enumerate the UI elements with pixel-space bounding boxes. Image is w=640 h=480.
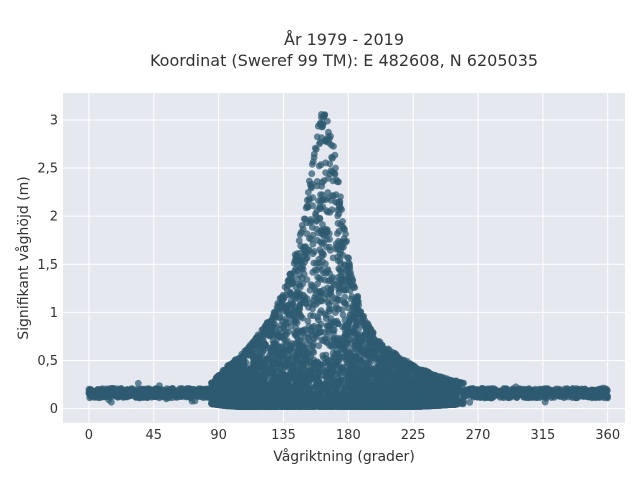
data-point <box>315 162 323 170</box>
chart-title-line2: Koordinat (Sweref 99 TM): E 482608, N 62… <box>150 51 538 70</box>
data-point <box>332 245 340 253</box>
data-point <box>282 328 290 335</box>
data-point <box>309 268 317 276</box>
data-point <box>231 373 238 380</box>
data-point <box>332 302 340 310</box>
data-point <box>327 315 335 322</box>
data-point <box>339 311 347 319</box>
data-point <box>316 246 324 254</box>
data-point <box>294 275 302 283</box>
data-point <box>308 170 316 178</box>
data-points <box>85 111 611 410</box>
data-point <box>318 336 326 344</box>
data-point <box>309 240 317 248</box>
data-point <box>323 339 331 346</box>
chart-title-line1: År 1979 - 2019 <box>284 30 404 49</box>
data-point <box>356 357 364 365</box>
data-point <box>277 321 285 329</box>
data-point <box>324 333 331 341</box>
data-point <box>332 309 339 316</box>
data-point <box>466 398 474 406</box>
data-point <box>293 319 301 327</box>
data-point <box>341 293 349 301</box>
data-point <box>315 197 322 205</box>
data-point <box>304 317 312 325</box>
data-point <box>286 342 294 350</box>
data-point <box>324 194 332 202</box>
data-point <box>325 292 332 299</box>
data-point <box>348 334 356 342</box>
data-point <box>300 270 308 278</box>
data-point <box>316 309 324 317</box>
data-point <box>134 379 142 387</box>
data-point <box>295 309 303 317</box>
data-point <box>313 236 321 244</box>
data-point <box>314 273 321 281</box>
data-point <box>287 323 295 330</box>
data-point <box>315 342 323 350</box>
data-point <box>308 224 316 231</box>
data-point <box>336 266 343 273</box>
data-point <box>313 182 321 190</box>
